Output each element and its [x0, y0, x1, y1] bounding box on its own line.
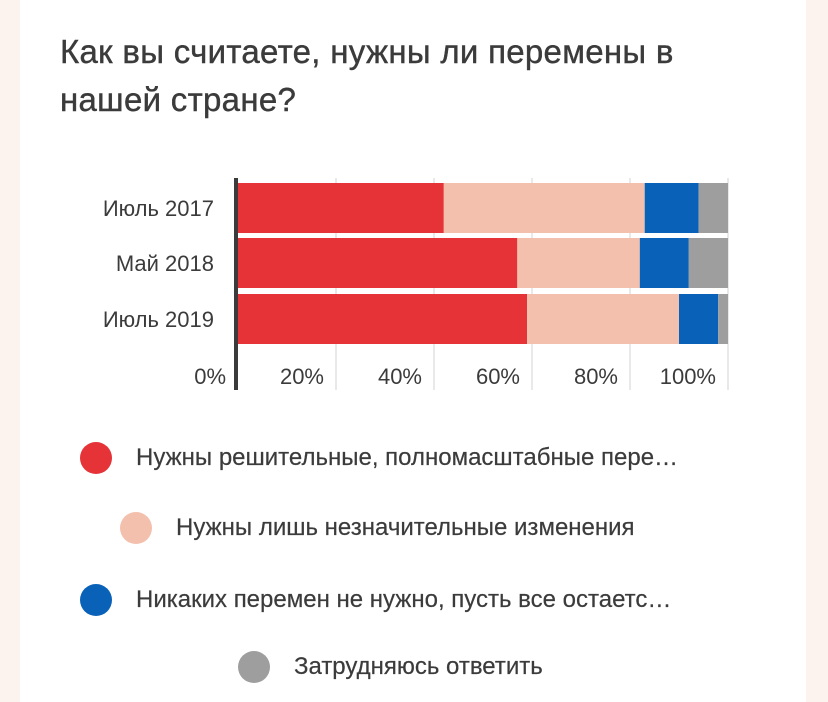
bar-segment [688, 238, 728, 288]
bar-segment [443, 183, 645, 233]
legend-label: Затрудняюсь ответить [294, 653, 543, 680]
x-tick-label: 80% [574, 364, 618, 389]
legend-item-hard-to-answer: Затрудняюсь ответить [238, 647, 543, 687]
legend-dot-gray [238, 651, 270, 683]
legend-label: Нужны решительные, полномасштабные пере… [136, 444, 679, 471]
chart-card [20, 0, 806, 702]
bar-segment [639, 238, 689, 288]
category-label: Июль 2017 [103, 196, 214, 221]
bars-layer [238, 183, 728, 344]
x-tick-label: 20% [280, 364, 324, 389]
x-tick-label: 100% [660, 364, 716, 389]
bar-segment [238, 183, 444, 233]
x-tick-label: 40% [378, 364, 422, 389]
legend-label: Нужны лишь незначительные изменения [176, 514, 635, 541]
category-label: Май 2018 [116, 251, 214, 276]
legend-item-no-changes: Никаких перемен не нужно, пусть все оста… [80, 580, 671, 620]
legend-item-minor-changes: Нужны лишь незначительные изменения [120, 508, 635, 548]
legend-label: Никаких перемен не нужно, пусть все оста… [136, 586, 672, 613]
legend-dot-red [80, 442, 112, 474]
x-tick-label: 60% [476, 364, 520, 389]
bar-segment [698, 183, 728, 233]
labels-layer: Июль 2017 Май 2018 Июль 2019 0% 20% 40% 60% 80%… [103, 196, 716, 389]
x-tick-label: 0% [194, 364, 226, 389]
bar-segment [644, 183, 699, 233]
legend-item-decisive-changes: Нужны решительные, полномасштабные пере… [80, 438, 678, 478]
legend-dot-blue [80, 584, 112, 616]
legend-dot-pink [120, 512, 152, 544]
bar-segment [238, 294, 528, 344]
bar-segment [527, 294, 679, 344]
category-label: Июль 2019 [103, 307, 214, 332]
chart-title: Как вы считаете, нужны ли перемены в наш… [60, 33, 674, 118]
bar-segment [718, 294, 728, 344]
bar-segment [517, 238, 640, 288]
bar-segment [679, 294, 719, 344]
bar-segment [238, 238, 518, 288]
